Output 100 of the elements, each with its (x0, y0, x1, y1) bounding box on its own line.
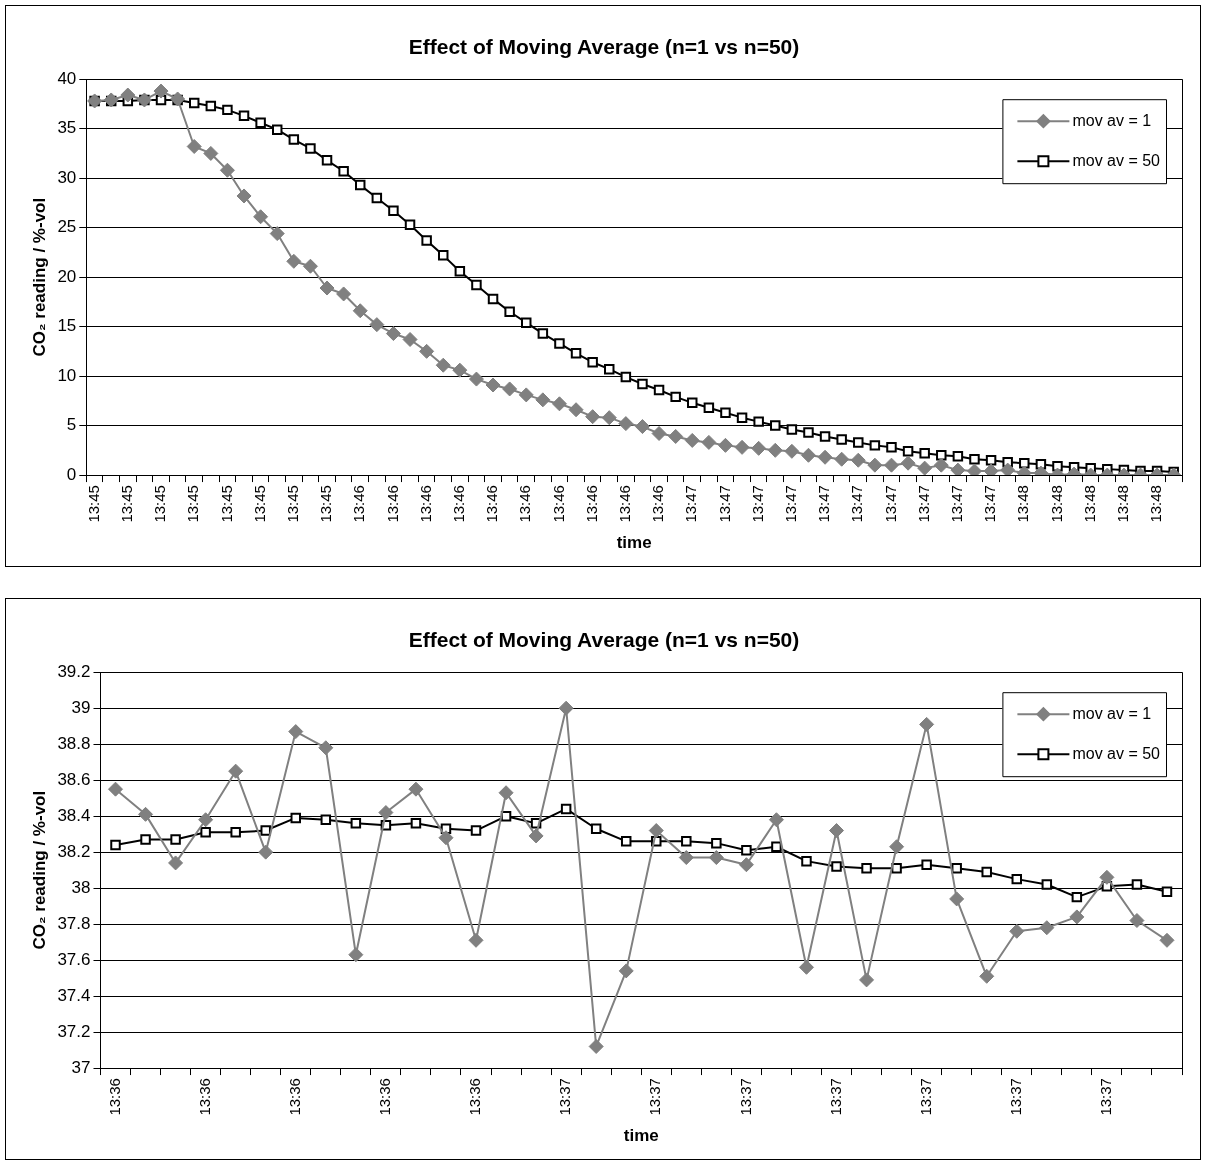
point (258, 844, 274, 860)
point (528, 828, 544, 844)
point (889, 839, 905, 855)
point (768, 812, 784, 828)
y-tick-label: 35 (57, 118, 77, 138)
x-tick-label: 13:48 (1147, 485, 1165, 523)
legend-label: mov av = 50 (1072, 151, 1161, 169)
point (1161, 886, 1173, 897)
point (831, 861, 842, 872)
point (711, 837, 722, 849)
x-tick-label: 13:47 (848, 485, 866, 523)
point (678, 850, 694, 866)
point (348, 947, 364, 963)
point (320, 814, 332, 825)
x-tick-label: 13:45 (184, 485, 202, 523)
y-tick-label: 37 (71, 1057, 91, 1077)
point (1039, 920, 1055, 936)
point (170, 834, 181, 845)
x-tick-label: 13:46 (383, 485, 401, 523)
point (798, 959, 814, 975)
point (771, 841, 782, 852)
x-axis-title: time (623, 1126, 659, 1146)
y-tick-label: 38.4 (57, 805, 91, 825)
point (1129, 913, 1145, 929)
point (859, 972, 875, 988)
chart-title: Effect of Moving Average (n=1 vs n=50) (408, 628, 800, 652)
y-tick-label: 39 (71, 697, 91, 717)
point (861, 863, 872, 874)
x-tick-label: 13:48 (1014, 485, 1032, 523)
point (558, 700, 574, 716)
y-tick-label: 10 (57, 365, 77, 385)
x-tick-label: 13:45 (217, 485, 235, 523)
x-tick-label: 13:37 (736, 1078, 754, 1116)
x-tick-label: 13:46 (416, 485, 434, 523)
x-tick-label: 13:45 (250, 485, 268, 523)
x-tick-label: 13:36 (105, 1078, 123, 1116)
x-tick-label: 13:37 (826, 1078, 844, 1116)
y-axis-title: CO₂ reading / %-vol (29, 197, 49, 357)
point (230, 827, 241, 838)
x-tick-label: 13:37 (556, 1078, 574, 1116)
legend-label: mov av = 1 (1072, 111, 1152, 129)
x-tick-label: 13:48 (1080, 485, 1098, 523)
x-tick-label: 13:37 (916, 1078, 934, 1116)
y-tick-label: 38.6 (57, 769, 91, 789)
y-tick-label: 40 (57, 68, 77, 88)
x-tick-label: 13:36 (285, 1078, 303, 1116)
x-tick-label: 13:37 (646, 1078, 664, 1116)
x-tick-label: 13:47 (815, 485, 833, 523)
point (350, 818, 362, 829)
point (138, 806, 154, 822)
point (588, 1038, 604, 1054)
point (919, 716, 935, 732)
x-tick-label: 13:45 (117, 485, 135, 523)
x-tick-label: 13:47 (981, 485, 999, 523)
x-tick-label: 13:46 (483, 485, 501, 523)
x-tick-label: 13:45 (151, 485, 169, 523)
y-tick-label: 37.8 (57, 913, 91, 933)
point (260, 825, 271, 836)
point (921, 859, 932, 870)
x-tick-label: 13:46 (350, 485, 368, 523)
y-tick-label: 25 (57, 217, 77, 237)
legend-label: mov av = 1 (1072, 704, 1152, 722)
point (1011, 873, 1023, 885)
y-tick-label: 38 (71, 877, 91, 897)
legend-label: mov av = 50 (1072, 744, 1161, 762)
chart-title: Effect of Moving Average (n=1 vs n=50) (408, 35, 800, 59)
point (110, 839, 121, 851)
x-tick-label: 13:45 (283, 485, 301, 523)
point (801, 855, 812, 867)
point (1131, 879, 1143, 890)
point (951, 863, 962, 874)
x-axis-title: time (616, 533, 652, 553)
point (618, 963, 634, 979)
point (1159, 932, 1175, 948)
x-tick-label: 13:47 (782, 485, 800, 523)
x-tick-label: 13:47 (948, 485, 966, 523)
x-tick-label: 13:47 (682, 485, 700, 523)
point (981, 866, 992, 878)
x-tick-label: 13:36 (466, 1078, 484, 1116)
point (1009, 923, 1025, 939)
point (949, 891, 965, 907)
x-tick-label: 13:46 (549, 485, 567, 523)
y-axis-title: CO₂ reading / %-vol (29, 790, 49, 950)
point (168, 855, 184, 871)
point (438, 830, 454, 846)
x-tick-label: 13:48 (1114, 485, 1132, 523)
point (1069, 909, 1085, 925)
x-tick-label: 13:47 (881, 485, 899, 523)
point (108, 781, 124, 797)
y-tick-label: 38.2 (57, 841, 91, 861)
point (288, 724, 304, 740)
point (1071, 891, 1083, 903)
y-tick-label: 37.4 (57, 985, 91, 1005)
x-tick-label: 13:48 (1047, 485, 1065, 523)
point (648, 823, 664, 839)
y-tick-label: 15 (57, 316, 77, 336)
x-tick-label: 13:46 (582, 485, 600, 523)
point (829, 823, 845, 839)
point (378, 805, 394, 821)
point (590, 823, 602, 834)
